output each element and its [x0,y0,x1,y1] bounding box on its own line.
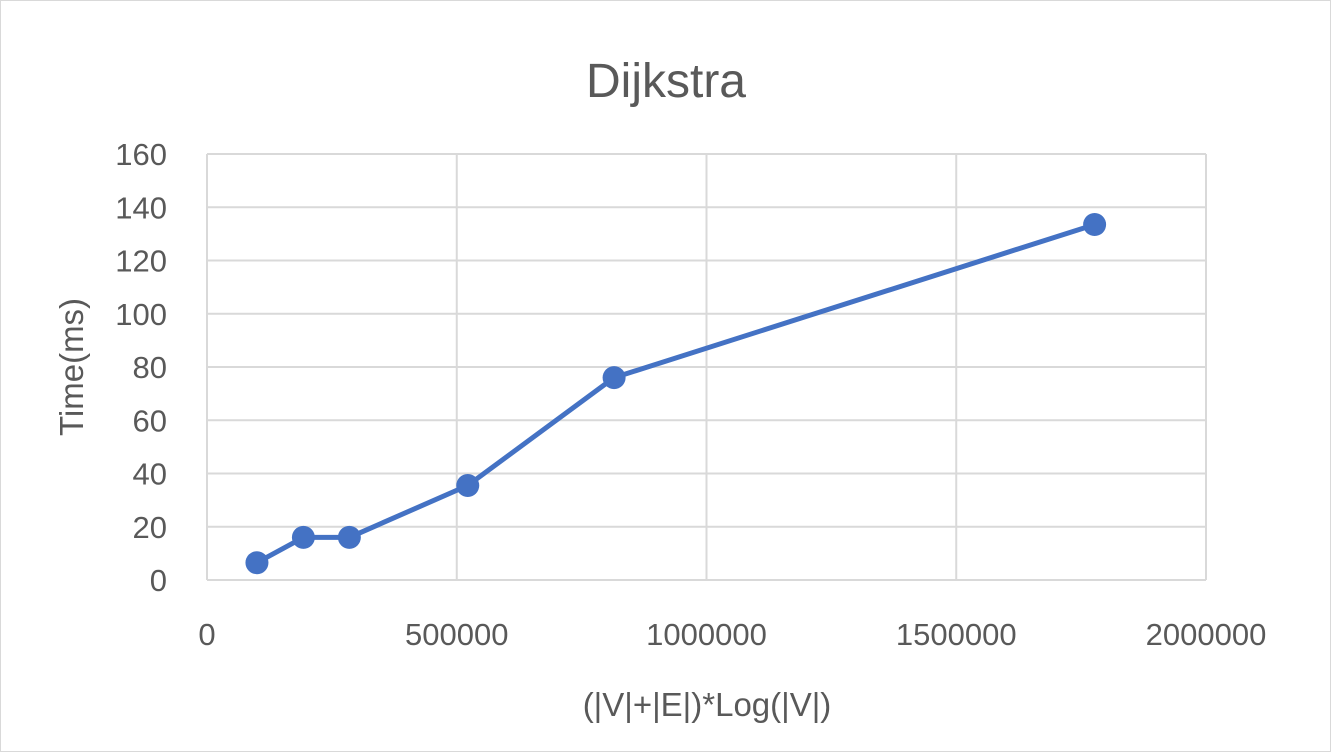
data-point [291,525,315,549]
y-tick-label: 0 [150,563,167,598]
y-tick-label: 40 [133,457,167,492]
y-tick-label: 80 [133,350,167,385]
x-tick-label: 1500000 [896,617,1017,652]
tick-labels: 0 20 40 60 80 100 120 140 160 0 500000 1000000 15000… [115,137,1266,652]
data-point [337,525,361,549]
y-tick-label: 20 [133,510,167,545]
y-tick-label: 140 [115,190,167,225]
y-tick-label: 100 [115,297,167,332]
x-tick-label: 1000000 [646,617,767,652]
x-tick-label: 500000 [405,617,508,652]
data-point [1083,213,1107,237]
y-axis-title: Time(ms) [53,298,90,436]
grid-lines [206,153,1207,581]
data-series [245,213,1107,575]
data-point [245,551,269,575]
y-tick-label: 60 [133,403,167,438]
chart-title: Dijkstra [586,55,746,108]
y-tick-label: 120 [115,244,167,279]
series-line [254,222,1098,566]
x-tick-label: 0 [198,617,215,652]
data-point [602,366,626,390]
y-tick-label: 160 [115,137,167,172]
x-tick-label: 2000000 [1146,617,1267,652]
data-point [456,473,480,497]
x-axis-title: (|V|+|E|)*Log(|V|) [583,686,832,723]
